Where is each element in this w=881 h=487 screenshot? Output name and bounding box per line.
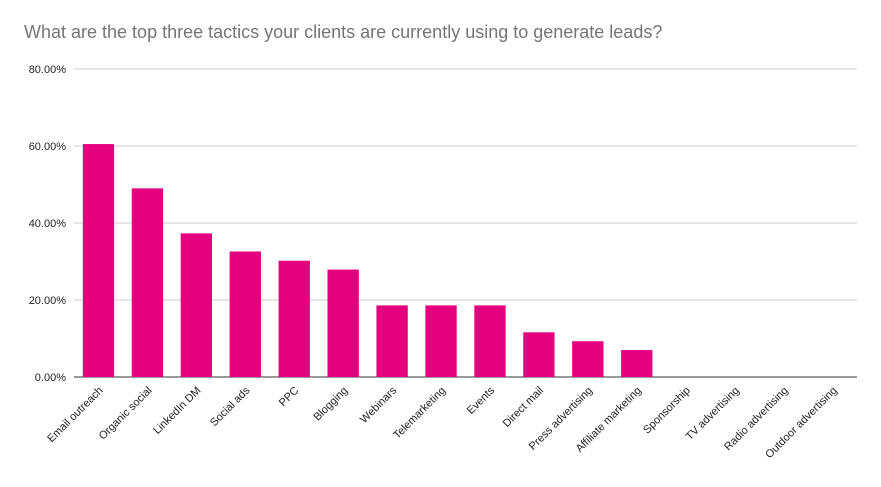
x-tick-label: Telemarketing (391, 385, 448, 442)
y-tick-label: 0.00% (35, 372, 66, 384)
y-tick-label: 20.00% (29, 295, 67, 307)
x-tick-label: PPC (277, 385, 302, 410)
x-tick-label: Blogging (312, 385, 351, 424)
x-tick-label: Email outreach (45, 385, 105, 445)
bar (621, 350, 653, 377)
bar (180, 233, 213, 377)
x-tick-label: Sponsorship (641, 385, 693, 437)
y-tick-label: 80.00% (29, 64, 67, 76)
bar (327, 269, 359, 377)
gridlines (74, 68, 857, 378)
x-tick-label: Events (465, 384, 498, 417)
bar (523, 332, 555, 377)
bar (278, 260, 310, 377)
x-tick-label: Organic social (97, 385, 155, 443)
x-tick-label: LinkedIn DM (151, 385, 203, 437)
y-tick-label: 60.00% (29, 141, 67, 153)
bar (572, 341, 604, 377)
bar (376, 305, 408, 377)
x-tick-label: Webinars (358, 384, 400, 426)
bar (131, 188, 164, 377)
bar (229, 251, 261, 377)
bars (82, 144, 653, 377)
bar (82, 144, 115, 377)
x-tick-label: Social ads (208, 384, 253, 429)
bar (425, 305, 457, 377)
bar (474, 305, 506, 377)
chart-title: What are the top three tactics your clie… (24, 22, 663, 42)
y-tick-label: 40.00% (29, 218, 67, 230)
y-axis-labels: 0.00% 20.00% 40.00% 60.00% 80.00% (29, 64, 67, 384)
x-tick-label: Direct mail (501, 385, 546, 430)
